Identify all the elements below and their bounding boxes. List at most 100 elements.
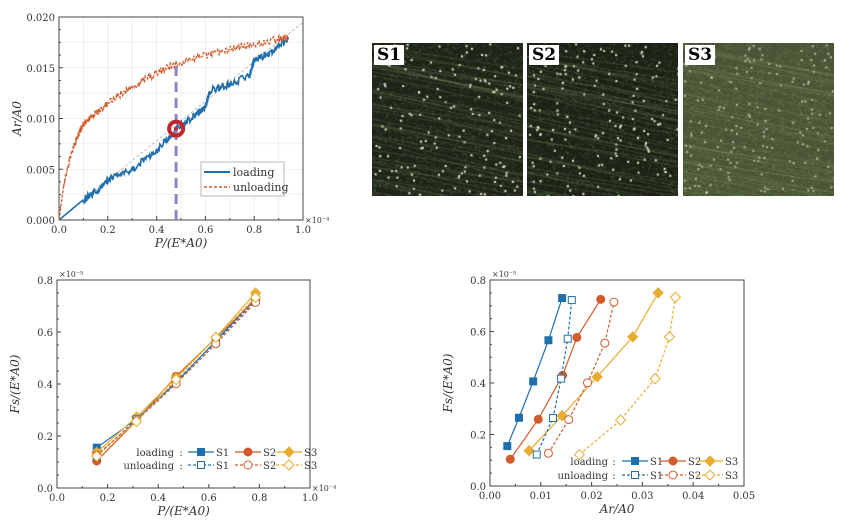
legend-row-label: unloading — [123, 461, 174, 472]
marker-circle — [668, 456, 678, 466]
x-tick-label: 0.4 — [150, 493, 166, 504]
x-tick-label: 0.8 — [246, 225, 262, 236]
legend-series-label: S1 — [650, 471, 663, 482]
marker-diamond — [130, 415, 143, 428]
legend-series-label: S1 — [216, 448, 229, 459]
surface-texture — [683, 43, 834, 196]
legend-colon: : — [612, 471, 615, 482]
x-tick-label: 0.00 — [479, 491, 501, 502]
y-tick-label: 0.8 — [470, 276, 486, 287]
legend-series-label: S2 — [688, 457, 701, 468]
marker-diamond — [249, 291, 262, 304]
y-tick-label: 0.0 — [37, 484, 53, 495]
y-tick-label: 0.8 — [37, 276, 53, 287]
x-tick-label: 1.0 — [302, 493, 318, 504]
x-tick-label: 0.6 — [201, 493, 217, 504]
marker-diamond — [573, 448, 586, 461]
marker-circle — [600, 338, 610, 348]
legend-series-label: S1 — [216, 461, 229, 472]
y-tick-label: 0.015 — [26, 64, 55, 75]
y-tick-label: 0.000 — [26, 216, 55, 227]
y-tick-label: 0.2 — [37, 432, 53, 443]
x-multiplier: ×10⁻⁴ — [312, 484, 336, 493]
marker-square — [558, 294, 567, 303]
y-tick-label: 0.6 — [37, 328, 53, 339]
y-multiplier: ×10⁻⁵ — [492, 270, 516, 279]
marker-diamond — [210, 331, 222, 344]
legend-series-label: S2 — [688, 471, 701, 482]
photo-label: S3 — [685, 45, 716, 65]
marker-square — [197, 448, 205, 456]
x-tick-label: 0.03 — [631, 491, 653, 502]
x-tick-label: 0.0 — [51, 225, 67, 236]
photo-s1: S1 — [372, 43, 523, 196]
legend-label: unloading — [233, 181, 289, 194]
marker-square — [544, 336, 553, 345]
marker-diamond — [591, 371, 603, 383]
marker-circle — [243, 460, 253, 470]
marker-square — [563, 334, 572, 343]
x-multiplier: ×10⁻⁴ — [305, 216, 329, 225]
legend-row-label: unloading — [557, 471, 608, 482]
marker-diamond — [91, 450, 103, 462]
y-tick-label: 0.0 — [470, 482, 486, 493]
marker-diamond — [649, 372, 661, 385]
photo-s3: S3 — [683, 43, 834, 196]
legend-colon: : — [179, 448, 182, 459]
legend-series-label: S1 — [650, 457, 663, 468]
marker-square — [197, 461, 205, 469]
marker-circle — [505, 454, 515, 464]
x-axis-label: P/(E*A0) — [154, 236, 208, 250]
marker-square — [514, 413, 523, 422]
marker-square — [567, 296, 576, 305]
highlight-dot — [174, 126, 179, 131]
x-tick-label: 0.2 — [100, 225, 116, 236]
marker-circle — [543, 448, 553, 458]
legend-series-label: S2 — [263, 461, 276, 472]
marker-circle — [668, 470, 678, 480]
x-axis-label: P/(E*A0) — [156, 504, 210, 518]
marker-diamond — [283, 446, 295, 458]
y-multiplier: ×10⁻⁵ — [59, 270, 83, 279]
marker-diamond — [627, 331, 639, 343]
legend-colon: : — [179, 461, 182, 472]
y-axis-label: Fs/(E*A0) — [441, 353, 455, 413]
x-tick-label: 0.01 — [530, 491, 552, 502]
marker-circle — [609, 297, 619, 307]
legend-box — [200, 161, 285, 197]
marker-square — [557, 374, 566, 383]
legend-colon: : — [612, 457, 615, 468]
legend-series-label: S3 — [304, 448, 317, 459]
marker-circle — [243, 447, 253, 457]
x-tick-label: 0.02 — [580, 491, 602, 502]
marker-square — [532, 450, 541, 459]
y-tick-label: 0.005 — [26, 165, 55, 176]
highlight-marker — [167, 119, 186, 138]
x-tick-label: 0.04 — [682, 491, 704, 502]
legend-row-label: loading — [136, 448, 174, 459]
marker-diamond — [704, 455, 716, 467]
y-tick-label: 0.6 — [470, 328, 486, 339]
y-tick-label: 0.4 — [470, 379, 486, 390]
x-tick-label: 0.6 — [197, 225, 213, 236]
x-tick-label: 0.4 — [149, 225, 165, 236]
marker-diamond — [704, 469, 716, 481]
series-loading — [58, 34, 290, 221]
marker-circle — [533, 414, 543, 424]
x-tick-label: 0.05 — [733, 491, 755, 502]
marker-circle — [583, 378, 593, 388]
surface-texture — [372, 43, 523, 196]
marker-diamond — [652, 287, 664, 299]
legend-label: loading — [233, 166, 274, 179]
photo-s2: S2 — [527, 43, 678, 196]
photo-label: S1 — [374, 45, 405, 65]
y-axis-label: Ar/A0 — [10, 101, 24, 137]
surface-texture — [527, 43, 678, 196]
marker-square — [631, 471, 639, 479]
y-tick-label: 0.2 — [470, 431, 486, 442]
marker-diamond — [170, 373, 182, 386]
marker-circle — [564, 415, 574, 425]
y-axis-label: Fs/(E*A0) — [8, 354, 22, 414]
